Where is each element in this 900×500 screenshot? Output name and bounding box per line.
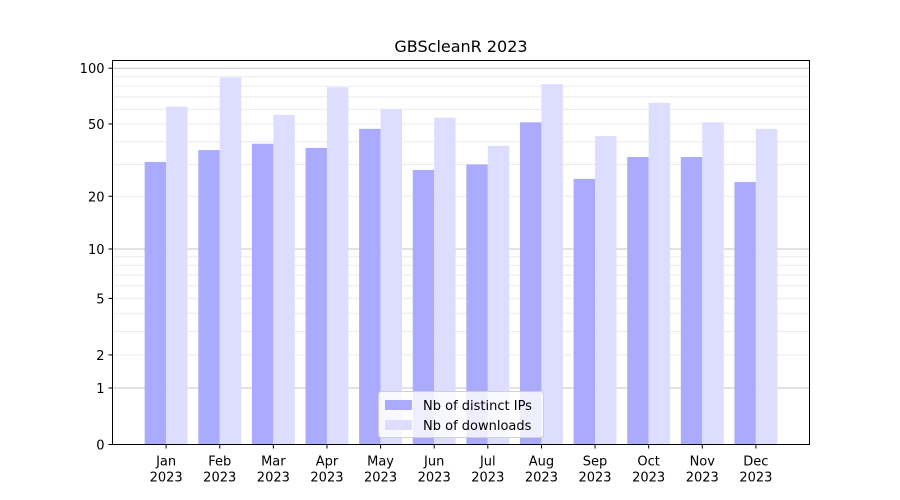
bars <box>144 77 778 445</box>
bar-ips <box>144 161 167 445</box>
legend-box <box>378 391 544 438</box>
y-tick-label: 20 <box>88 190 105 205</box>
x-tick-label: 2023 <box>257 471 290 486</box>
bar-ips <box>627 156 649 445</box>
bar-downloads <box>219 77 242 445</box>
x-tick-label: Feb <box>208 455 231 470</box>
x-tick-label: Sep <box>583 455 608 470</box>
bar-ips <box>466 164 488 445</box>
y-tick-label: 0 <box>96 439 104 454</box>
bar-ips <box>251 143 274 445</box>
legend-swatch <box>385 400 412 410</box>
x-tick-label: Apr <box>316 455 339 470</box>
legend-label: Nb of downloads <box>423 419 532 434</box>
bar-downloads <box>380 109 403 445</box>
bar-downloads <box>326 87 349 445</box>
x-axis: Jan2023Feb2023Mar2023Apr2023May2023Jun20… <box>150 444 772 486</box>
y-tick-label: 2 <box>96 349 104 364</box>
axes-frame <box>112 60 810 445</box>
x-tick-label: Jul <box>479 455 496 470</box>
chart-title: GBScleanR 2023 <box>394 37 527 56</box>
x-tick-label: 2023 <box>418 471 451 486</box>
x-tick-label: 2023 <box>686 471 719 486</box>
bar-ips <box>198 150 220 445</box>
bar-downloads <box>702 122 724 445</box>
bar-downloads <box>755 128 778 445</box>
x-tick-label: Oct <box>637 455 659 470</box>
legend-swatch <box>385 420 412 430</box>
y-tick-label: 10 <box>88 243 105 258</box>
y-tick-label: 100 <box>80 62 105 77</box>
y-tick-label: 1 <box>96 382 104 397</box>
bar-downloads <box>648 102 671 445</box>
bar-ips <box>519 122 542 445</box>
x-tick-label: Jun <box>423 455 444 470</box>
x-tick-label: 2023 <box>203 471 236 486</box>
bar-downloads <box>541 84 563 445</box>
x-tick-label: 2023 <box>364 471 397 486</box>
x-tick-label: Nov <box>690 455 716 470</box>
bar-ips <box>359 128 381 445</box>
x-tick-label: Dec <box>743 455 768 470</box>
x-tick-label: 2023 <box>525 471 558 486</box>
y-axis: 0 1 2 5 10 20 50 100 <box>80 62 113 454</box>
x-tick-label: 2023 <box>739 471 772 486</box>
x-tick-label: 2023 <box>632 471 665 486</box>
bar-downloads <box>166 106 188 445</box>
x-tick-label: 2023 <box>578 471 611 486</box>
x-tick-label: Aug <box>529 455 554 470</box>
y-tick-label: 5 <box>96 292 104 307</box>
x-tick-label: 2023 <box>150 471 183 486</box>
bar-downloads <box>273 114 295 445</box>
y-tick-label: 50 <box>88 118 105 133</box>
bar-downloads <box>595 135 617 445</box>
bar-ips <box>305 147 327 445</box>
legend: Nb of distinct IPs Nb of downloads <box>378 391 544 438</box>
x-tick-label: 2023 <box>310 471 343 486</box>
bar-downloads <box>434 117 456 445</box>
x-tick-label: Jan <box>155 455 176 470</box>
x-tick-label: Mar <box>261 455 286 470</box>
x-tick-label: May <box>367 455 394 470</box>
legend-label: Nb of distinct IPs <box>423 399 532 414</box>
bar-ips <box>573 178 596 445</box>
x-tick-label: 2023 <box>471 471 504 486</box>
bar-ips <box>680 156 703 445</box>
bar-ips <box>412 169 435 445</box>
bar-downloads <box>487 145 510 445</box>
bar-ips <box>734 182 756 445</box>
